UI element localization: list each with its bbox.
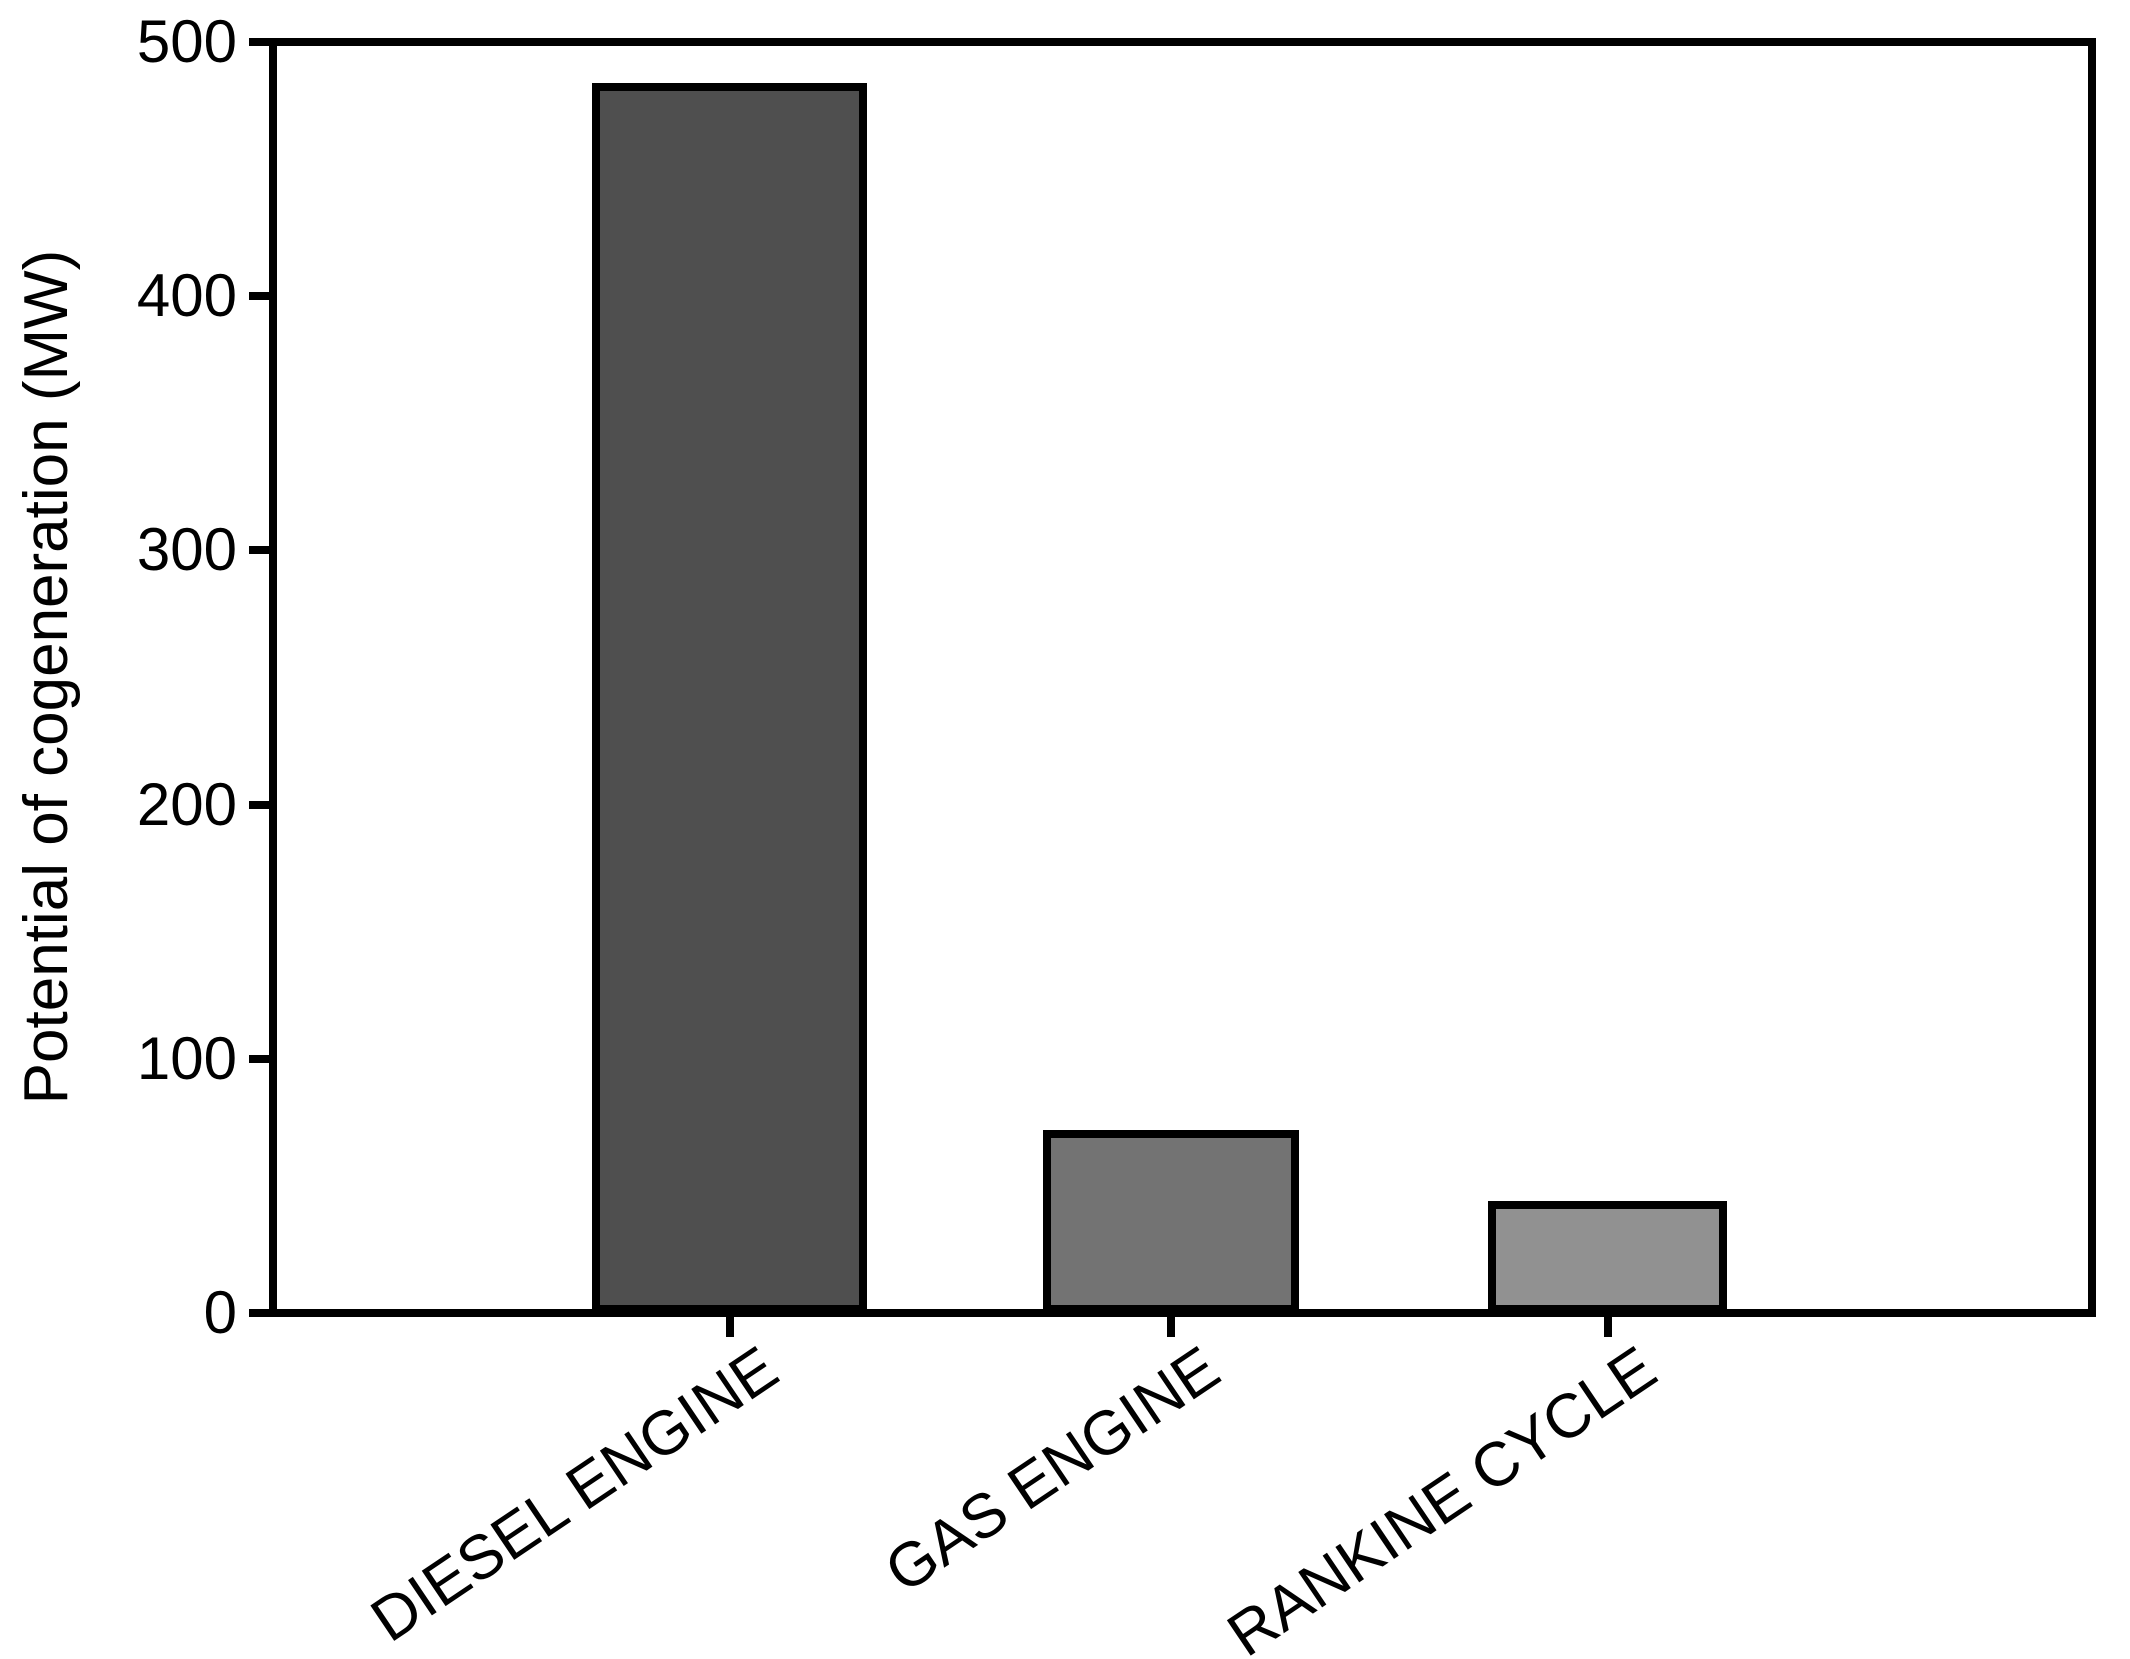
x-tick-label-diesel-engine: DIESEL ENGINE (359, 1333, 791, 1656)
bar-diesel-engine (592, 83, 867, 1313)
x-tick-label-rankine-cycle: RANKINE CYCLE (1215, 1333, 1669, 1659)
y-tick-mark (249, 546, 269, 555)
y-tick-mark (249, 1309, 269, 1317)
y-tick-label: 200 (136, 770, 237, 838)
y-tick-mark (249, 292, 269, 301)
y-tick-mark (249, 800, 269, 809)
x-tick-mark (1167, 1317, 1175, 1337)
x-tick-mark (1603, 1317, 1612, 1337)
y-tick-label: 100 (136, 1024, 237, 1092)
y-axis-title: Potential of cogeneration (MW) (12, 249, 81, 1105)
y-tick-label: 300 (136, 516, 237, 584)
x-tick-mark (725, 1317, 734, 1337)
x-tick-label-gas-engine: GAS ENGINE (873, 1333, 1232, 1607)
y-tick-mark (249, 1054, 269, 1063)
bar-gas-engine (1043, 1130, 1299, 1313)
y-tick-label: 400 (136, 262, 237, 330)
plot-area-frame (269, 38, 2096, 1317)
y-tick-mark (249, 38, 269, 46)
y-tick-label: 0 (203, 1279, 237, 1346)
y-tick-label: 500 (136, 8, 237, 75)
bar-rankine-cycle (1488, 1201, 1727, 1313)
